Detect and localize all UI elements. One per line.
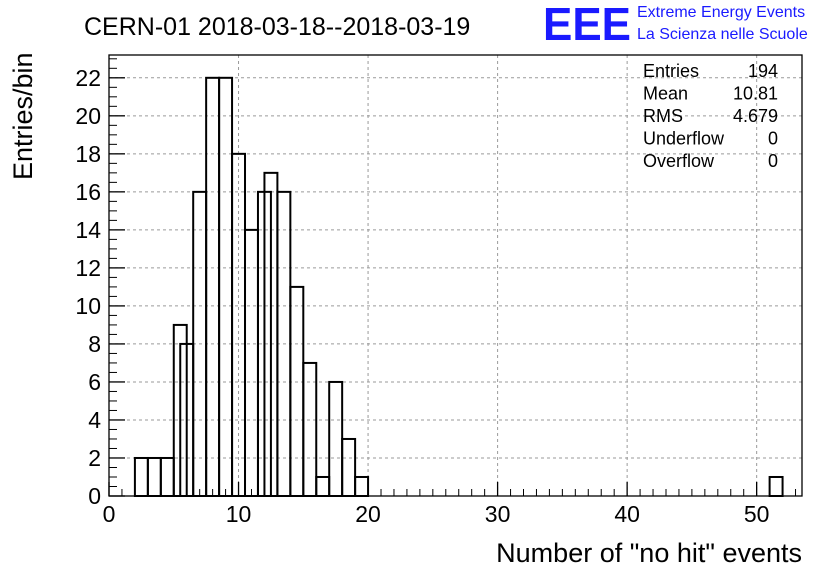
histogram-bar bbox=[289, 285, 305, 498]
x-tick-label: 10 bbox=[226, 501, 252, 527]
stats-label: Mean bbox=[643, 84, 688, 104]
histogram-bar bbox=[302, 361, 318, 498]
stats-value: 0 bbox=[768, 129, 778, 149]
stats-label: Overflow bbox=[643, 151, 715, 171]
chart-title: CERN-01 2018-03-18--2018-03-19 bbox=[84, 13, 470, 41]
stats-value: 10.81 bbox=[733, 84, 778, 104]
y-tick-label: 6 bbox=[88, 369, 101, 395]
stats-label: Entries bbox=[643, 61, 699, 81]
eee-logo-line2: La Scienza nelle Scuole bbox=[637, 26, 808, 43]
y-tick-label: 18 bbox=[75, 141, 101, 167]
histogram-bar bbox=[159, 456, 175, 497]
histogram-bar bbox=[315, 475, 331, 498]
y-tick-label: 8 bbox=[88, 331, 101, 357]
eee-logo-line1: Extreme Energy Events bbox=[637, 4, 805, 21]
y-tick-label: 0 bbox=[88, 483, 101, 509]
axis-ticks bbox=[108, 58, 797, 497]
y-tick-label: 2 bbox=[88, 445, 101, 471]
x-tick-label: 50 bbox=[744, 501, 770, 527]
y-tick-label: 12 bbox=[75, 255, 101, 281]
x-tick-label: 20 bbox=[355, 501, 381, 527]
histogram-bar bbox=[328, 380, 344, 497]
eee-logo-mark: EEE bbox=[543, 0, 631, 50]
histogram-bar bbox=[244, 228, 259, 497]
histogram-bar bbox=[146, 456, 162, 497]
histogram-bar bbox=[354, 475, 370, 498]
x-tick-label: 0 bbox=[103, 501, 116, 527]
histogram-bar bbox=[768, 475, 784, 498]
tick-labels: 0 10 20 30 40 50 0 2 4 6 8 10 12 14 16 18 20 22 bbox=[75, 65, 769, 527]
y-tick-label: 14 bbox=[75, 217, 101, 243]
histogram-bar bbox=[218, 76, 234, 498]
x-tick-label: 30 bbox=[485, 501, 511, 527]
stats-label: Underflow bbox=[643, 129, 725, 149]
y-axis-title: Entries/bin bbox=[8, 52, 38, 180]
stats-value: 0 bbox=[768, 151, 778, 171]
eee-logo: EEE Extreme Energy Events La Scienza nel… bbox=[543, 0, 808, 50]
y-tick-label: 4 bbox=[88, 407, 101, 433]
histogram-bar bbox=[133, 456, 149, 497]
histogram-bar bbox=[205, 76, 221, 498]
plot-frame bbox=[108, 54, 803, 497]
x-axis-title: Number of "no hit" events bbox=[496, 538, 802, 568]
histogram-bar bbox=[341, 437, 357, 498]
grid-lines bbox=[109, 55, 802, 496]
x-tick-label: 40 bbox=[614, 501, 640, 527]
stats-label: RMS bbox=[643, 106, 683, 126]
stats-box: Entries 194 Mean 10.81 RMS 4.679 Underflow 0 Ove… bbox=[643, 61, 778, 171]
y-tick-label: 10 bbox=[75, 293, 101, 319]
stats-value: 194 bbox=[748, 61, 778, 81]
y-tick-label: 22 bbox=[75, 65, 101, 91]
stats-value: 4.679 bbox=[733, 106, 778, 126]
y-tick-label: 16 bbox=[75, 179, 101, 205]
y-tick-label: 20 bbox=[75, 103, 101, 129]
